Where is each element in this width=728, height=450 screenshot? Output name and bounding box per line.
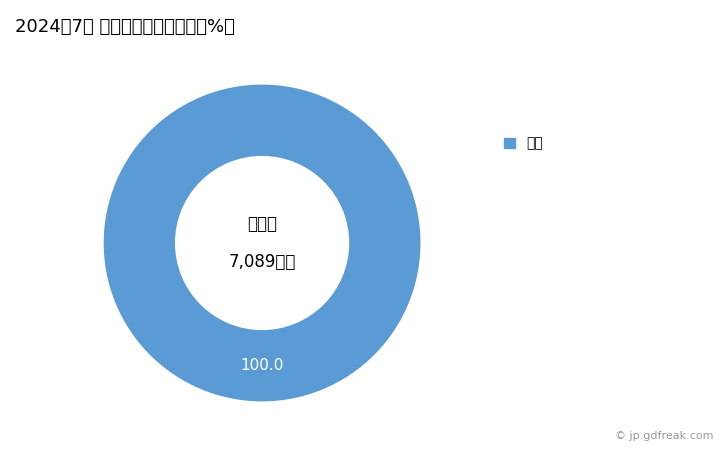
Text: © jp.gdfreak.com: © jp.gdfreak.com (615, 431, 713, 441)
Wedge shape (103, 85, 421, 401)
Text: 総　額: 総 額 (247, 215, 277, 233)
Legend: 中国: 中国 (499, 131, 549, 156)
Text: 100.0: 100.0 (240, 358, 284, 373)
Text: 2024年7月 輸出相手国のシェア（%）: 2024年7月 輸出相手国のシェア（%） (15, 18, 234, 36)
Text: 7,089万円: 7,089万円 (229, 253, 296, 271)
